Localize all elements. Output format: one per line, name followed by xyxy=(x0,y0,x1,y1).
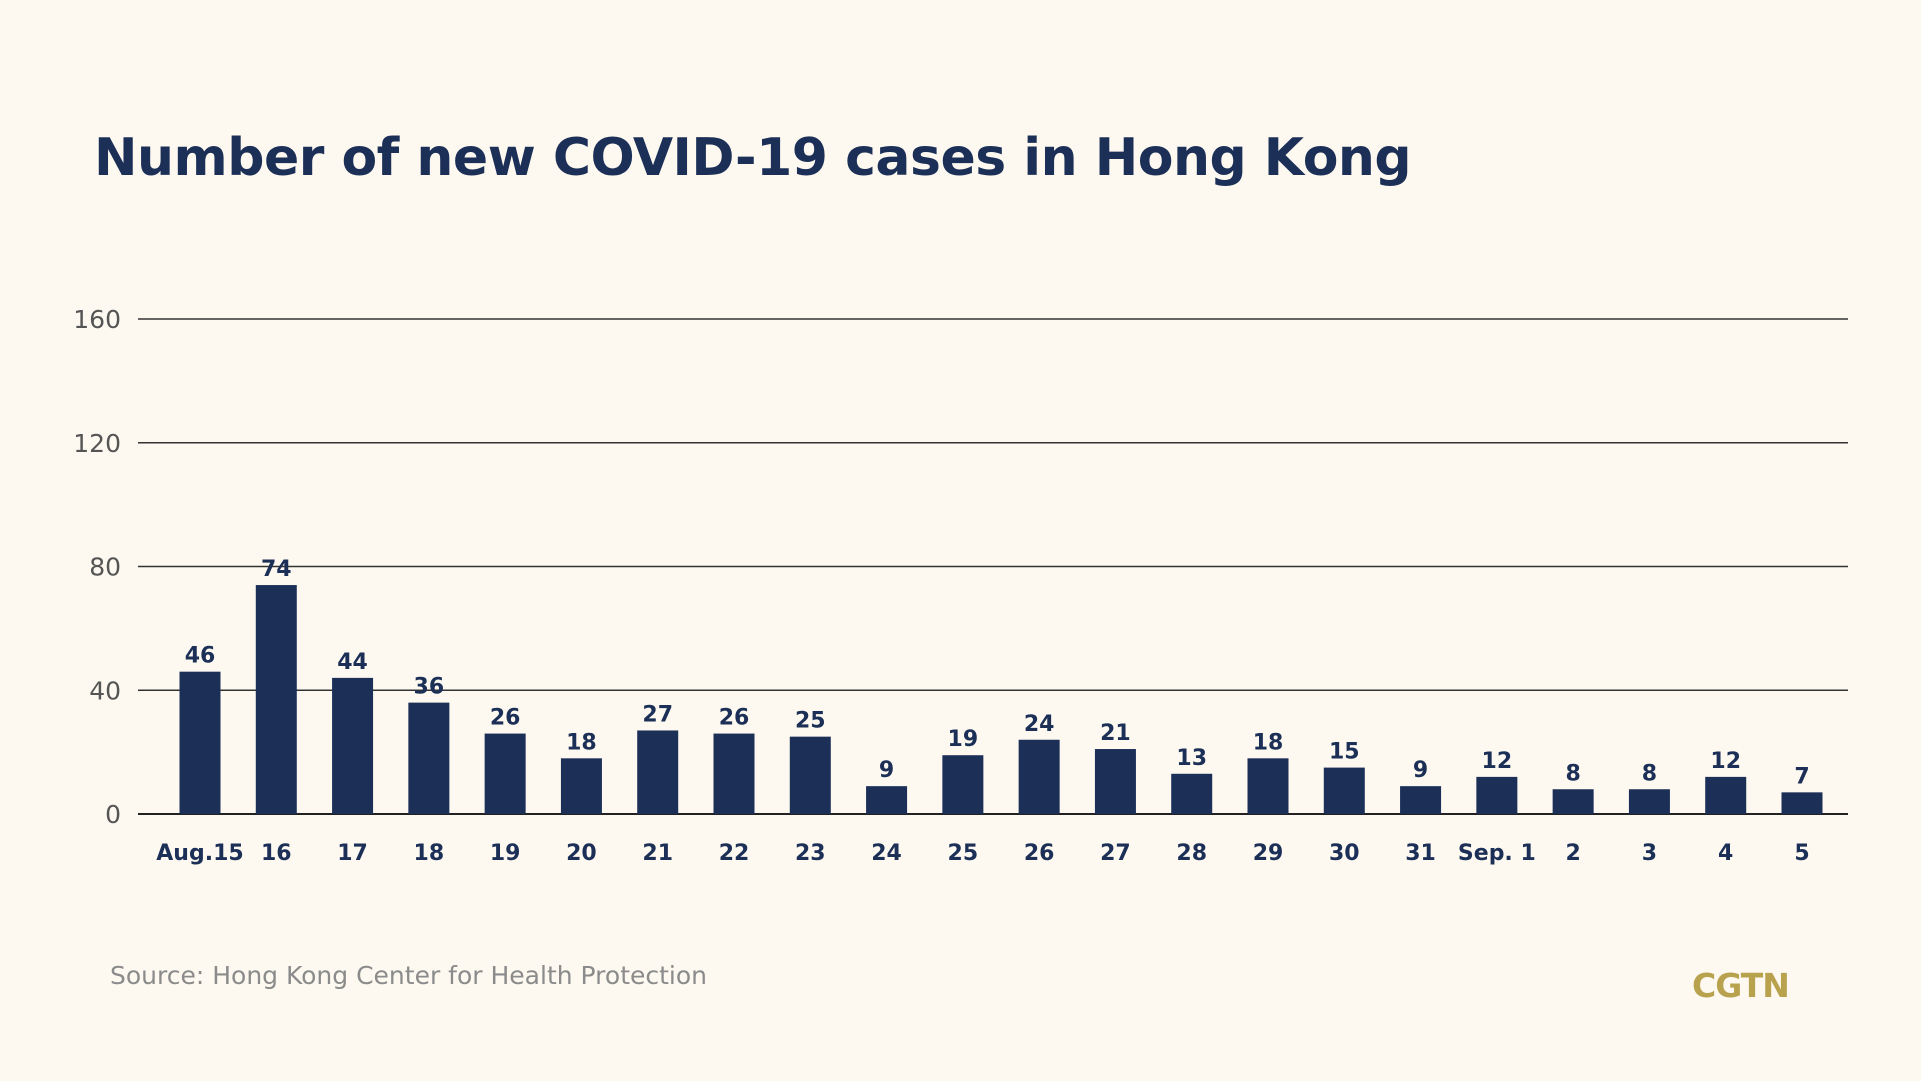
data-label: 7 xyxy=(1794,764,1809,789)
bar xyxy=(408,702,450,814)
bar xyxy=(942,755,984,814)
bar xyxy=(484,733,526,814)
x-tick-label: 27 xyxy=(1100,841,1131,866)
bar xyxy=(1018,739,1060,814)
bar xyxy=(1094,749,1136,814)
x-tick-label: 28 xyxy=(1176,841,1207,866)
data-label: 12 xyxy=(1710,749,1741,774)
bar xyxy=(560,758,602,814)
chart-title: Number of new COVID-19 cases in Hong Kon… xyxy=(94,128,1412,188)
y-tick-label: 0 xyxy=(105,800,121,829)
data-label: 18 xyxy=(566,730,597,755)
bar xyxy=(255,585,297,814)
x-tick-label: 21 xyxy=(642,841,673,866)
x-tick-label: 4 xyxy=(1718,841,1733,866)
bar xyxy=(1781,792,1823,814)
x-tick-label: Aug.15 xyxy=(156,841,243,866)
bar xyxy=(1476,776,1518,814)
bar xyxy=(866,786,908,814)
data-label: 8 xyxy=(1565,761,1580,786)
data-label: 19 xyxy=(948,727,979,752)
y-tick-label: 80 xyxy=(89,553,121,582)
x-tick-label: 17 xyxy=(337,841,368,866)
bar xyxy=(1628,789,1670,814)
x-tick-label: Sep. 1 xyxy=(1458,841,1536,866)
bar xyxy=(1323,767,1365,814)
bar xyxy=(1705,776,1747,814)
data-label: 9 xyxy=(1413,758,1428,783)
data-label: 36 xyxy=(414,675,445,700)
data-label: 15 xyxy=(1329,740,1360,765)
data-label: 13 xyxy=(1176,746,1207,771)
x-tick-label: 23 xyxy=(795,841,826,866)
data-label: 8 xyxy=(1642,761,1657,786)
source-note: Source: Hong Kong Center for Health Prot… xyxy=(110,961,708,990)
y-tick-label: 40 xyxy=(89,676,121,705)
x-axis-ticks: Aug.15 16 17 18 19 20 21 22 23 24 25 26 27 28 29 30 31 Se… xyxy=(156,841,1809,866)
x-tick-label: 26 xyxy=(1024,841,1055,866)
data-label: 44 xyxy=(337,650,368,675)
gridlines xyxy=(138,318,1848,815)
bar xyxy=(789,736,831,814)
bars xyxy=(179,585,1823,814)
data-label: 74 xyxy=(261,557,292,582)
x-tick-label: 29 xyxy=(1253,841,1284,866)
bar xyxy=(713,733,755,814)
y-axis-ticks: 0 40 80 120 160 xyxy=(73,305,121,829)
data-label: 9 xyxy=(879,758,894,783)
bar xyxy=(1552,789,1594,814)
data-label: 21 xyxy=(1100,721,1131,746)
bar xyxy=(332,677,374,814)
y-tick-label: 120 xyxy=(73,429,121,458)
x-tick-label: 2 xyxy=(1565,841,1580,866)
y-tick-label: 160 xyxy=(73,305,121,334)
x-tick-label: 20 xyxy=(566,841,597,866)
bar xyxy=(1400,786,1442,814)
data-label: 26 xyxy=(490,706,521,731)
data-label: 25 xyxy=(795,709,826,734)
x-tick-label: 31 xyxy=(1405,841,1436,866)
bar xyxy=(1171,773,1213,814)
x-tick-label: 18 xyxy=(414,841,445,866)
x-tick-label: 5 xyxy=(1794,841,1809,866)
x-tick-label: 3 xyxy=(1642,841,1657,866)
cgtn-logo: CGTN xyxy=(1692,966,1790,1005)
data-label: 12 xyxy=(1482,749,1513,774)
data-label: 26 xyxy=(719,706,750,731)
data-label: 24 xyxy=(1024,712,1055,737)
data-label: 27 xyxy=(642,702,673,727)
x-tick-label: 25 xyxy=(948,841,979,866)
bar xyxy=(1247,758,1289,814)
x-tick-label: 30 xyxy=(1329,841,1360,866)
x-tick-label: 19 xyxy=(490,841,521,866)
bar xyxy=(179,671,221,814)
x-tick-label: 16 xyxy=(261,841,292,866)
bar xyxy=(637,730,679,814)
data-label: 18 xyxy=(1253,730,1284,755)
data-label: 46 xyxy=(185,644,216,669)
x-tick-label: 22 xyxy=(719,841,750,866)
x-tick-label: 24 xyxy=(871,841,902,866)
data-labels: 46 74 44 36 26 18 27 26 25 9 19 24 21 13 18 15 9 12 8 8 12 7 xyxy=(185,557,1810,789)
